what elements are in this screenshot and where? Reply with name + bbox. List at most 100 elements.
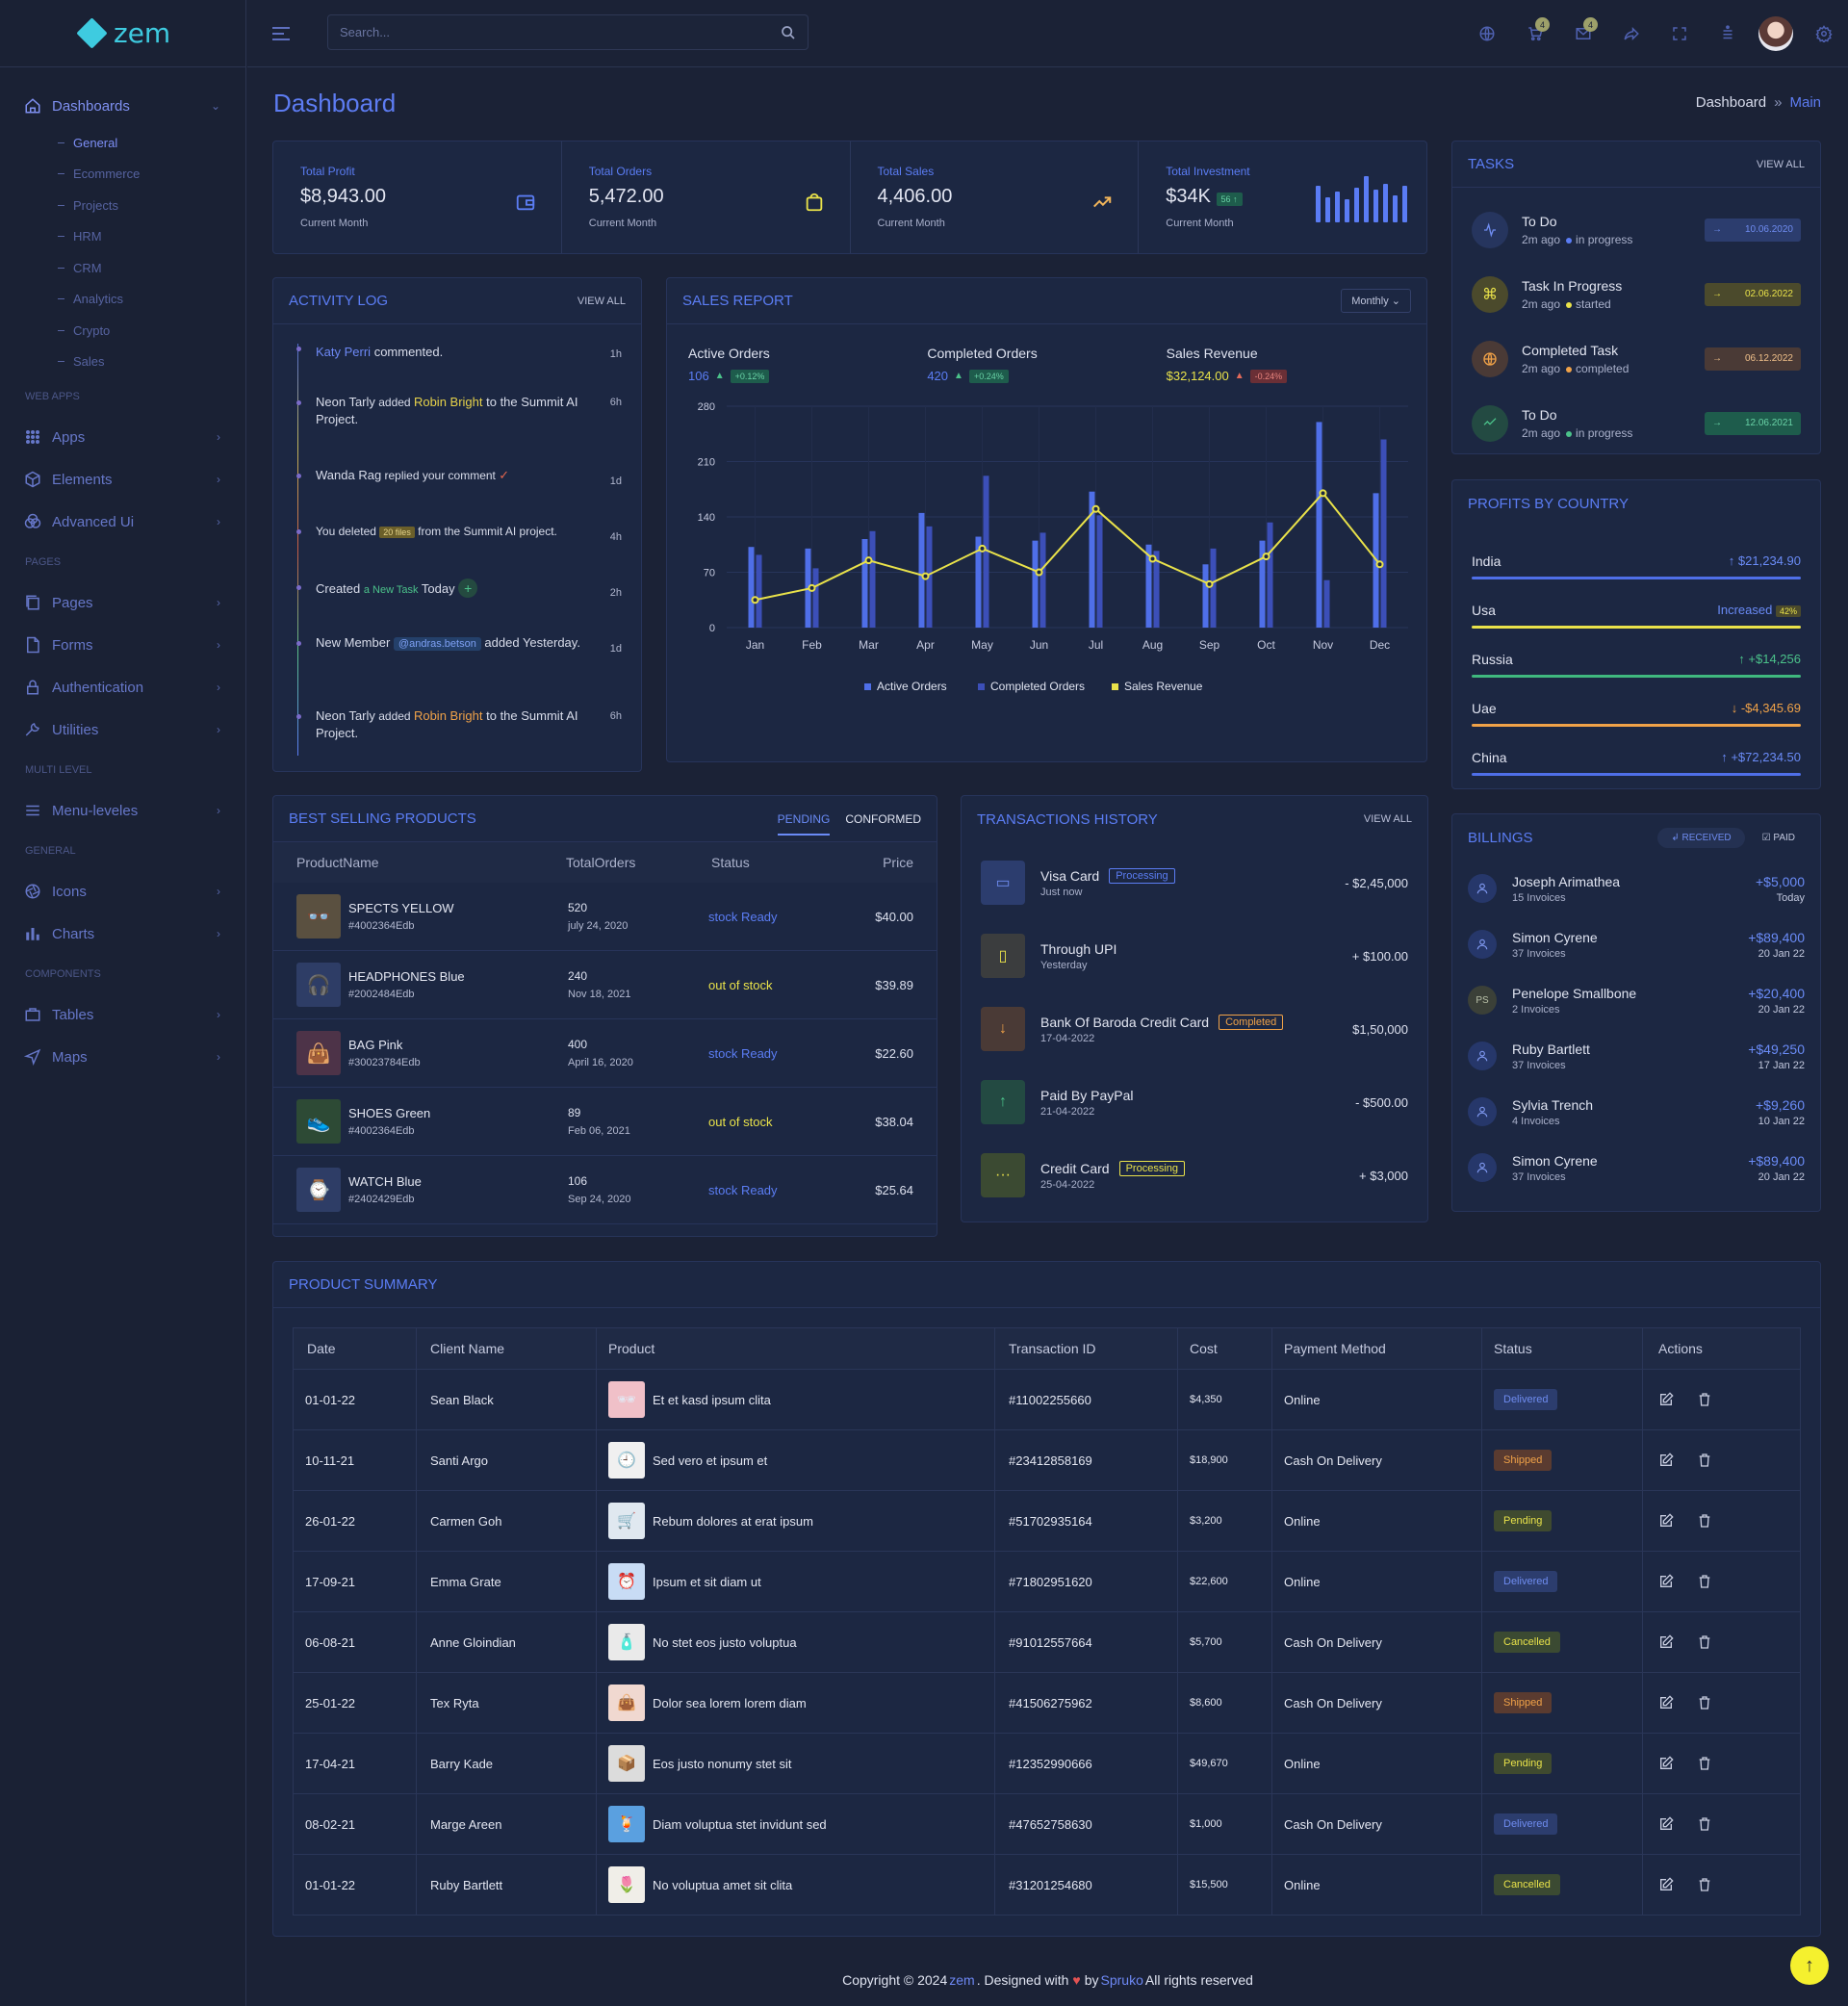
edit-icon[interactable] xyxy=(1658,1453,1674,1468)
sidebar-sub-sales[interactable]: Sales xyxy=(58,347,245,378)
table-row[interactable]: 👓 SPECTS YELLOW #4002364Edb 520 july 24, 202… xyxy=(273,883,937,951)
share-icon[interactable] xyxy=(1607,25,1656,42)
cell-transaction-id: #41506275962 xyxy=(994,1673,1177,1733)
activity-text: added Yesterday. xyxy=(480,635,580,650)
sidebar-sub-general[interactable]: General xyxy=(58,127,245,159)
trash-icon[interactable] xyxy=(1697,1695,1712,1710)
transaction-item[interactable]: ··· Credit Card Processing 25-04-2022 + $3,0… xyxy=(962,1139,1427,1212)
task-item[interactable]: To Do 2m ago in progress → 12.06.2021 xyxy=(1452,391,1820,455)
sidebar-item-dashboards[interactable]: Dashboards ⌄ xyxy=(0,85,245,127)
logo[interactable]: zem xyxy=(0,0,245,67)
sidebar-sub-hrm[interactable]: HRM xyxy=(58,221,245,253)
member-tag[interactable]: @andras.betson xyxy=(393,637,481,651)
table-row[interactable]: ⌚ WATCH Blue #2402429Edb 106 Sep 24, 2020 sto… xyxy=(273,1156,937,1224)
sidebar-item-pages[interactable]: Pages › xyxy=(0,581,245,624)
trash-icon[interactable] xyxy=(1697,1877,1712,1892)
hamburger-icon[interactable] xyxy=(272,27,290,44)
trash-icon[interactable] xyxy=(1697,1634,1712,1650)
sidebar-item-apps[interactable]: Apps › xyxy=(0,416,245,458)
bar-active-orders xyxy=(1316,422,1322,628)
billing-item[interactable]: PS Penelope Smallbone 2 Invoices +$20,400 20… xyxy=(1452,972,1820,1028)
sidebar-item-maps[interactable]: Maps › xyxy=(0,1036,245,1078)
task-item[interactable]: ⌘ Task In Progress 2m ago started → 02.06.202… xyxy=(1452,262,1820,326)
period-select[interactable]: Monthly ⌄ xyxy=(1341,289,1411,313)
sidebar-sub-crm[interactable]: CRM xyxy=(58,252,245,284)
transaction-item[interactable]: ▯ Through UPI Yesterday + $100.00 xyxy=(962,919,1427,992)
avatar[interactable] xyxy=(1752,16,1800,51)
trash-icon[interactable] xyxy=(1697,1513,1712,1529)
sidebar-item-elements[interactable]: Elements › xyxy=(0,458,245,501)
tab-received[interactable]: ↲ RECEIVED xyxy=(1657,827,1745,848)
legend-label[interactable]: Completed Orders xyxy=(990,680,1085,693)
billing-item[interactable]: Ruby Bartlett 37 Invoices +$49,250 17 Jan 2… xyxy=(1452,1028,1820,1084)
task-item[interactable]: To Do 2m ago in progress → 10.06.2020 xyxy=(1452,197,1820,262)
sidebar-item-tables[interactable]: Tables › xyxy=(0,993,245,1036)
table-row[interactable]: 👜 BAG Pink #30023784Edb 400 April 16, 2020 st… xyxy=(273,1019,937,1088)
view-all-link[interactable]: VIEW ALL xyxy=(1363,813,1412,825)
view-all-link[interactable]: VIEW ALL xyxy=(577,295,626,307)
fullscreen-icon[interactable] xyxy=(1656,25,1704,42)
activity-user[interactable]: Katy Perri xyxy=(316,345,372,359)
transaction-item[interactable]: ↑ Paid By PayPal 21-04-2022 - $500.00 xyxy=(962,1066,1427,1139)
edit-icon[interactable] xyxy=(1658,1756,1674,1771)
edit-icon[interactable] xyxy=(1658,1574,1674,1589)
activity-target[interactable]: Robin Bright xyxy=(413,708,483,723)
cart-icon[interactable]: 4 xyxy=(1511,17,1559,42)
sidebar-item-utilities[interactable]: Utilities › xyxy=(0,708,245,751)
edit-icon[interactable] xyxy=(1658,1816,1674,1832)
mail-icon[interactable]: 4 xyxy=(1559,17,1607,42)
table-row[interactable]: 👟 SHOES Green #4002364Edb 89 Feb 06, 2021 out… xyxy=(273,1088,937,1156)
sidebar-item-charts[interactable]: Charts › xyxy=(0,913,245,955)
gear-icon[interactable] xyxy=(1800,25,1848,42)
view-all-link[interactable]: VIEW ALL xyxy=(1756,158,1805,170)
notification-icon[interactable] xyxy=(1704,25,1752,42)
back-to-top-button[interactable]: ↑ xyxy=(1790,1946,1829,1985)
sidebar-item-menu-levels[interactable]: Menu-leveles › xyxy=(0,789,245,832)
globe-icon[interactable] xyxy=(1463,25,1511,42)
billing-item[interactable]: Sylvia Trench 4 Invoices +$9,260 10 Jan 22 xyxy=(1452,1084,1820,1140)
trash-icon[interactable] xyxy=(1697,1392,1712,1407)
billing-item[interactable]: Simon Cyrene 37 Invoices +$89,400 20 Jan 22 xyxy=(1452,1140,1820,1196)
activity-target[interactable]: Robin Bright xyxy=(413,395,483,409)
trash-icon[interactable] xyxy=(1697,1816,1712,1832)
cell-client: Tex Ryta xyxy=(416,1673,596,1733)
footer-brand-link[interactable]: zem xyxy=(949,1972,975,1988)
sidebar-sub-analytics[interactable]: Analytics xyxy=(58,284,245,316)
new-task-link[interactable]: a New Task xyxy=(363,584,419,596)
sidebar-sub-projects[interactable]: Projects xyxy=(58,190,245,221)
cell-transaction-id: #91012557664 xyxy=(994,1612,1177,1672)
edit-icon[interactable] xyxy=(1658,1634,1674,1650)
transaction-item[interactable]: ▭ Visa Card Processing Just now - $2,45,000 xyxy=(962,846,1427,919)
sidebar-item-forms[interactable]: Forms › xyxy=(0,624,245,666)
legend-label[interactable]: Active Orders xyxy=(877,680,947,693)
transaction-item[interactable]: ↓ Bank Of Baroda Credit Card Completed 17-0… xyxy=(962,992,1427,1066)
legend-label[interactable]: Sales Revenue xyxy=(1124,680,1203,693)
edit-icon[interactable] xyxy=(1658,1877,1674,1892)
sidebar-item-authentication[interactable]: Authentication › xyxy=(0,666,245,708)
tab-conformed[interactable]: CONFORMED xyxy=(845,811,921,826)
trash-icon[interactable] xyxy=(1697,1756,1712,1771)
search-input[interactable]: Search... xyxy=(327,14,808,50)
plus-icon[interactable]: + xyxy=(458,579,478,598)
edit-icon[interactable] xyxy=(1658,1392,1674,1407)
search-icon[interactable] xyxy=(781,25,796,40)
tab-pending[interactable]: PENDING xyxy=(777,812,831,836)
sidebar-item-icons[interactable]: Icons › xyxy=(0,870,245,913)
column-header: Transaction ID xyxy=(994,1328,1177,1369)
sidebar-item-label: Maps xyxy=(52,1048,88,1066)
table-row[interactable]: 🎧 HEADPHONES Blue #2002484Edb 240 Nov 18, 20… xyxy=(273,951,937,1019)
breadcrumb-dashboard[interactable]: Dashboard xyxy=(1695,94,1767,111)
trash-icon[interactable] xyxy=(1697,1453,1712,1468)
footer-author-link[interactable]: Spruko xyxy=(1100,1972,1143,1988)
billing-item[interactable]: Joseph Arimathea 15 Invoices +$5,000 Today xyxy=(1452,861,1820,916)
tab-paid[interactable]: ☑ PAID xyxy=(1761,832,1795,843)
sidebar-sub-crypto[interactable]: Crypto xyxy=(58,315,245,347)
billing-item[interactable]: Simon Cyrene 37 Invoices +$89,400 20 Jan 22 xyxy=(1452,916,1820,972)
task-item[interactable]: Completed Task 2m ago completed → 06.12.2022 xyxy=(1452,326,1820,391)
bar-completed-orders xyxy=(1096,515,1103,628)
trash-icon[interactable] xyxy=(1697,1574,1712,1589)
edit-icon[interactable] xyxy=(1658,1513,1674,1529)
edit-icon[interactable] xyxy=(1658,1695,1674,1710)
sidebar-sub-ecommerce[interactable]: Ecommerce xyxy=(58,159,245,191)
sidebar-item-advanced-ui[interactable]: Advanced Ui › xyxy=(0,501,245,543)
